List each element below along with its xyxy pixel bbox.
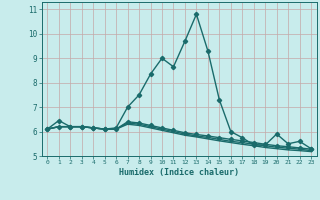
X-axis label: Humidex (Indice chaleur): Humidex (Indice chaleur) — [119, 168, 239, 177]
